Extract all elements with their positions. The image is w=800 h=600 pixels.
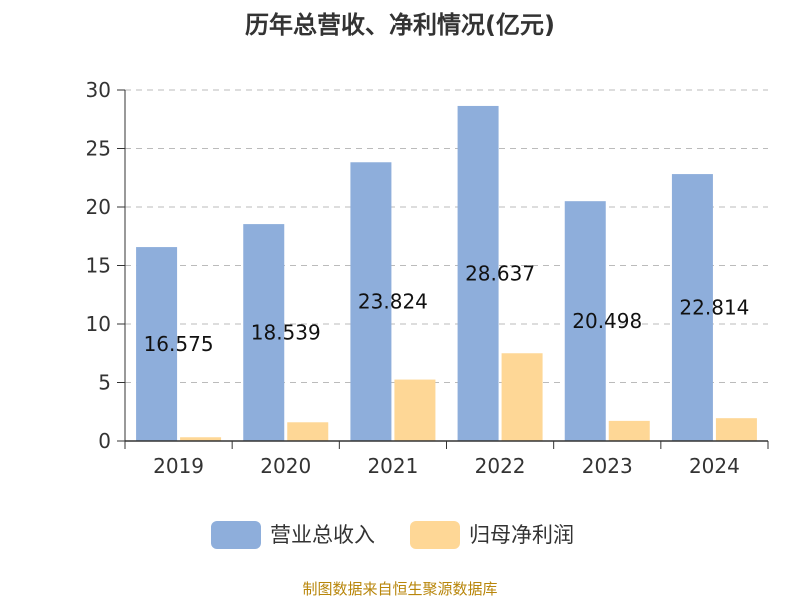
legend-item-net-profit[interactable]: 归母净利润 [410,521,574,549]
bar-net-profit [394,379,436,441]
bar-revenue [350,162,392,441]
y-tick-label: 30 [86,78,111,102]
source-note: 制图数据来自恒生聚源数据库 [302,580,497,598]
x-tick-label: 2021 [367,454,418,478]
bar-revenue [457,105,499,442]
y-tick-label: 15 [86,254,111,278]
revenue-value-label: 23.824 [358,290,428,314]
bar-net-profit [608,420,650,441]
revenue-value-label: 28.637 [465,261,535,285]
axes: 0 5 10 15 20 25 30 2019 2020 2021 2022 2023 2024 [86,78,769,478]
x-tick-label: 2022 [475,454,526,478]
revenue-value-label: 22.814 [679,296,749,320]
bar-revenue [243,224,285,441]
x-tick-label: 2023 [582,454,633,478]
bar-revenue [136,247,178,441]
x-tick-label: 2024 [689,454,740,478]
bar-revenue [671,174,713,441]
x-tick-label: 2020 [260,454,311,478]
bar-net-profit [180,437,222,441]
y-tick-label: 0 [98,429,111,453]
bars [136,105,757,442]
y-tick-label: 5 [98,371,111,395]
bar-net-profit [715,418,757,441]
revenue-value-label: 20.498 [572,309,642,333]
bar-revenue [564,201,606,441]
y-tick-label: 20 [86,195,111,219]
legend-swatch [410,521,460,549]
grid-lines [125,89,768,383]
legend-item-revenue[interactable]: 营业总收入 [211,521,375,549]
y-tick-label: 25 [86,137,111,161]
bar-net-profit [287,422,329,441]
revenue-value-label: 16.575 [144,332,214,356]
legend-label: 营业总收入 [270,523,375,547]
bar-net-profit [501,353,543,441]
legend-label: 归母净利润 [469,523,574,547]
legend: 营业总收入 归母净利润 [211,521,574,549]
revenue-value-label: 18.539 [251,321,321,345]
chart-title: 历年总营收、净利情况(亿元) [245,11,555,39]
data-labels: 16.575 18.539 23.824 28.637 20.498 22.814 [144,261,750,356]
y-tick-label: 10 [86,312,111,336]
legend-swatch [211,521,261,549]
x-tick-label: 2019 [153,454,204,478]
